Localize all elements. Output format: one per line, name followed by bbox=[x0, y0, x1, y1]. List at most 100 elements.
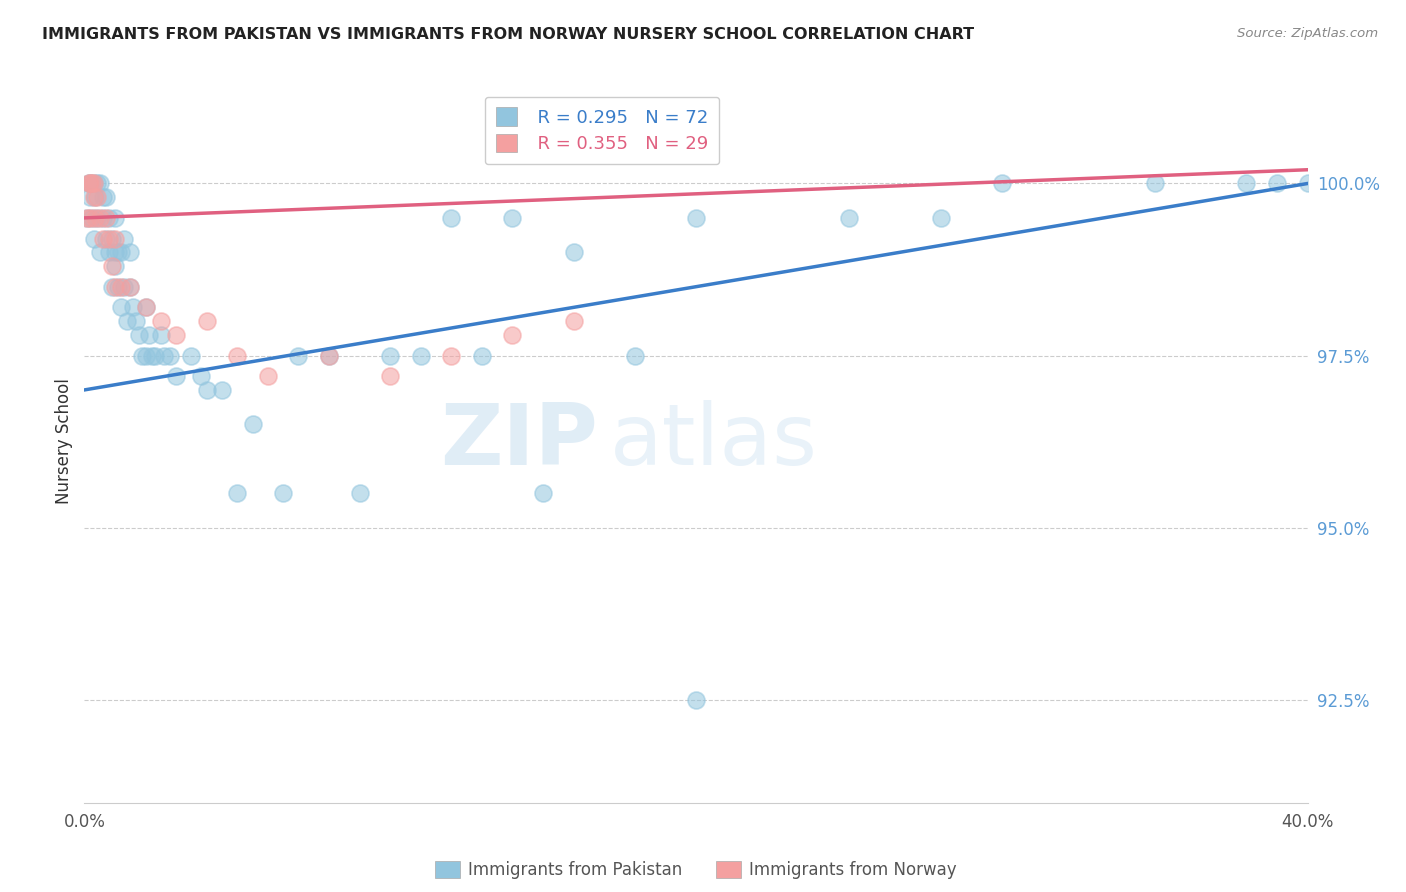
Point bbox=[86, 190, 108, 204]
Point bbox=[77, 177, 100, 191]
Legend: Immigrants from Pakistan, Immigrants from Norway: Immigrants from Pakistan, Immigrants fro… bbox=[429, 855, 963, 886]
Point bbox=[143, 349, 166, 363]
Point bbox=[271, 486, 294, 500]
Point bbox=[685, 692, 707, 706]
Point bbox=[135, 301, 157, 315]
Point bbox=[107, 279, 129, 293]
Point bbox=[165, 369, 187, 384]
Point bbox=[149, 327, 172, 342]
Point bbox=[91, 211, 114, 225]
Point bbox=[89, 245, 111, 260]
Point bbox=[685, 211, 707, 225]
Text: atlas: atlas bbox=[610, 400, 818, 483]
Point bbox=[101, 279, 124, 293]
Point bbox=[165, 327, 187, 342]
Point bbox=[1296, 177, 1319, 191]
Point bbox=[83, 231, 105, 245]
Point bbox=[80, 177, 103, 191]
Point bbox=[86, 211, 108, 225]
Point bbox=[440, 349, 463, 363]
Point bbox=[531, 486, 554, 500]
Point bbox=[79, 177, 101, 191]
Text: ZIP: ZIP bbox=[440, 400, 598, 483]
Point bbox=[226, 349, 249, 363]
Point bbox=[131, 349, 153, 363]
Point bbox=[349, 486, 371, 500]
Point bbox=[84, 190, 107, 204]
Point bbox=[107, 245, 129, 260]
Point bbox=[104, 279, 127, 293]
Point bbox=[76, 211, 98, 225]
Point bbox=[122, 301, 145, 315]
Point bbox=[380, 349, 402, 363]
Point bbox=[380, 369, 402, 384]
Point bbox=[135, 301, 157, 315]
Point bbox=[138, 327, 160, 342]
Point bbox=[110, 279, 132, 293]
Point bbox=[128, 327, 150, 342]
Point bbox=[1265, 177, 1288, 191]
Point bbox=[77, 177, 100, 191]
Point bbox=[929, 211, 952, 225]
Point bbox=[159, 349, 181, 363]
Point bbox=[83, 177, 105, 191]
Point bbox=[94, 211, 117, 225]
Point bbox=[1143, 177, 1166, 191]
Point bbox=[101, 231, 124, 245]
Point bbox=[318, 349, 340, 363]
Point bbox=[79, 177, 101, 191]
Point bbox=[242, 417, 264, 432]
Point bbox=[624, 349, 647, 363]
Point bbox=[91, 231, 114, 245]
Point bbox=[125, 314, 148, 328]
Point bbox=[838, 211, 860, 225]
Point bbox=[79, 190, 101, 204]
Point bbox=[141, 349, 163, 363]
Point bbox=[97, 211, 120, 225]
Point bbox=[86, 177, 108, 191]
Point bbox=[409, 349, 432, 363]
Point bbox=[89, 211, 111, 225]
Point bbox=[97, 245, 120, 260]
Point bbox=[97, 231, 120, 245]
Point bbox=[120, 279, 142, 293]
Point bbox=[195, 383, 218, 397]
Point bbox=[211, 383, 233, 397]
Point bbox=[112, 231, 135, 245]
Point bbox=[153, 349, 176, 363]
Point bbox=[502, 211, 524, 225]
Point bbox=[120, 245, 142, 260]
Point bbox=[287, 349, 309, 363]
Point bbox=[110, 245, 132, 260]
Point bbox=[1236, 177, 1258, 191]
Point bbox=[79, 211, 101, 225]
Point bbox=[83, 177, 105, 191]
Point bbox=[83, 190, 105, 204]
Point bbox=[562, 314, 585, 328]
Point bbox=[94, 231, 117, 245]
Point bbox=[89, 177, 111, 191]
Point bbox=[80, 211, 103, 225]
Point bbox=[94, 190, 117, 204]
Point bbox=[104, 245, 127, 260]
Point bbox=[991, 177, 1014, 191]
Point bbox=[149, 314, 172, 328]
Point bbox=[104, 231, 127, 245]
Point bbox=[135, 349, 157, 363]
Point bbox=[104, 259, 127, 273]
Point bbox=[76, 211, 98, 225]
Point bbox=[471, 349, 494, 363]
Text: IMMIGRANTS FROM PAKISTAN VS IMMIGRANTS FROM NORWAY NURSERY SCHOOL CORRELATION CH: IMMIGRANTS FROM PAKISTAN VS IMMIGRANTS F… bbox=[42, 27, 974, 42]
Point bbox=[226, 486, 249, 500]
Point bbox=[190, 369, 212, 384]
Point bbox=[562, 245, 585, 260]
Point bbox=[112, 279, 135, 293]
Text: Source: ZipAtlas.com: Source: ZipAtlas.com bbox=[1237, 27, 1378, 40]
Y-axis label: Nursery School: Nursery School bbox=[55, 378, 73, 505]
Point bbox=[180, 349, 202, 363]
Point bbox=[120, 279, 142, 293]
Point bbox=[104, 211, 127, 225]
Point bbox=[110, 301, 132, 315]
Point bbox=[115, 314, 138, 328]
Point bbox=[84, 211, 107, 225]
